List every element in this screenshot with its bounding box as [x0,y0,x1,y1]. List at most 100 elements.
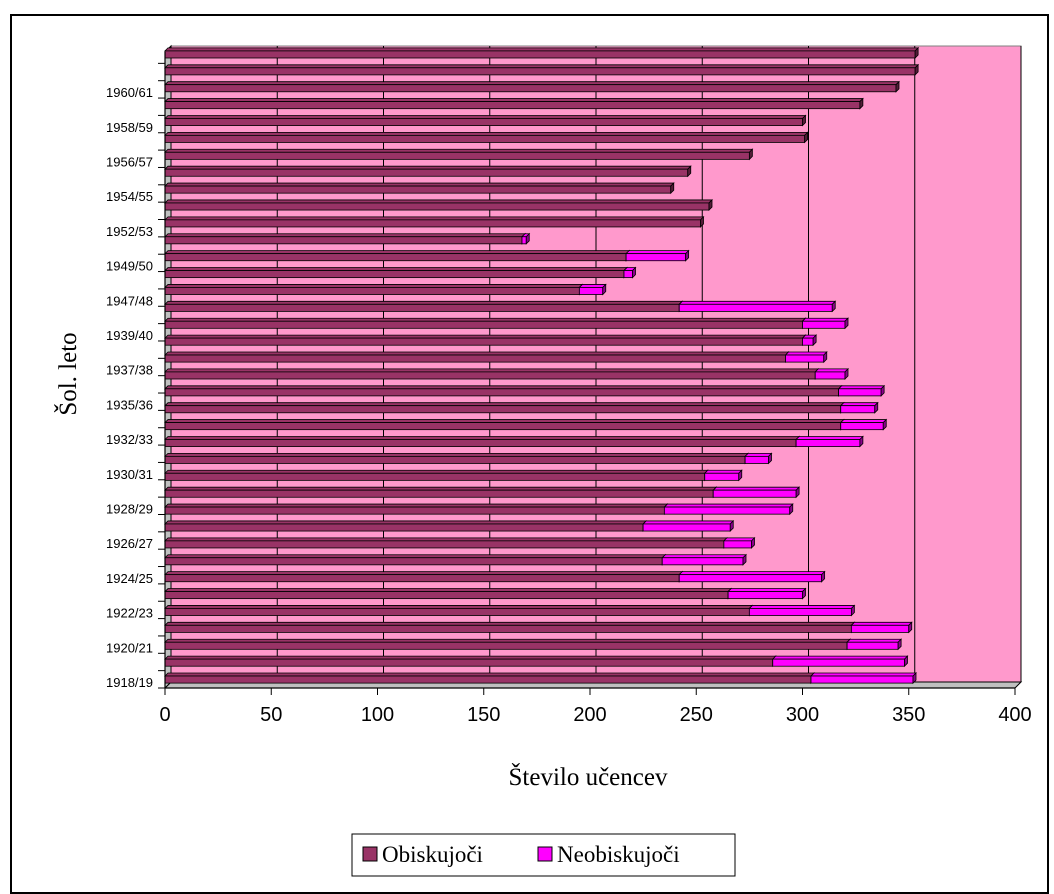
bar-obiskujoci-1923-24 [164,587,733,600]
bar-neobiskujoci-1947-48 [623,266,637,279]
bar-series [164,46,920,685]
bar-obiskujoci-1952-53 [164,198,713,212]
bar-neobiskujoci-1936-37 [814,367,849,380]
x-tick-label: 350 [892,704,925,726]
bar-obiskujoci-1929-30 [164,486,718,499]
x-axis-title: Število učencev [509,762,668,791]
bar-neobiskujoci-1932-33 [795,435,864,448]
bar-obiskujoci-1953-54 [164,182,675,195]
bar-obiskujoci-1932-33 [164,435,801,448]
bar-obiskujoci-1960-61 [164,63,920,76]
x-tick-label: 50 [260,704,282,726]
x-tick-label: 200 [573,704,606,726]
x-tick-label: 400 [998,704,1031,726]
bar-neobiskujoci-1928-29 [663,503,794,516]
legend-label-neobiskujoci: Neobiskujoči [557,842,680,867]
bar-obiskujoci-1934-35 [164,401,845,414]
bar-obiskujoci-1955-56 [164,148,754,161]
bar-obiskujoci-1935-36 [164,384,843,397]
bar-obiskujoci-1941-42 [164,283,584,296]
chart-frame: 1918/19 1920/21 1922/23 1924/25 1926/27 1928/… [10,14,1049,894]
legend-swatch-neobiskujoci [537,846,553,862]
y-tick-label: 1954/55 [106,189,153,204]
bar-obiskujoci-1938-39 [164,334,807,347]
x-tick-label: 250 [680,704,713,726]
bar-obiskujoci-1921-22 [164,621,856,634]
bar-obiskujoci-1918-19 [164,672,815,685]
bar-neobiskujoci-1934-35 [839,401,879,414]
bar-obiskujoci-1931-32 [164,452,750,465]
bar-obiskujoci-1939-40 [164,317,807,330]
bar-obiskujoci-1956-57 [164,131,809,144]
y-tick-label: 1958/59 [106,120,153,135]
bar-neobiskujoci-1933-34 [839,418,888,431]
bar-obiskujoci-1927-28 [164,519,648,533]
bar-neobiskujoci-1918-19 [810,672,917,685]
y-tick-label: 1926/27 [106,536,153,551]
bar-obiskujoci-1926-27 [164,536,728,549]
bar-obiskujoci-1936-37 [164,367,820,380]
y-tick-label: 1928/29 [106,501,153,516]
bar-obiskujoci-1940-41 [164,300,684,313]
x-tick-label: 300 [786,704,819,726]
bar-obiskujoci-1958-59 [164,97,864,110]
y-tick-label: 1960/61 [106,85,153,100]
bar-neobiskujoci-1927-28 [642,519,735,533]
y-tick-labels: 1918/19 1920/21 1922/23 1924/25 1926/27 1928/… [106,62,165,690]
bar-obiskujoci-1924-25 [164,570,684,583]
bar-neobiskujoci-1922-23 [748,604,856,617]
y-axis-title: Šol. leto [53,332,82,415]
bar-obiskujoci-1925-26 [164,553,667,566]
y-tick-label: 1937/38 [106,363,153,378]
bar-obiskujoci-1950-51 [164,215,705,228]
bar-neobiskujoci-1938-39 [801,334,818,347]
bar-obiskujoci-1949-50 [164,232,526,245]
y-tick-label: 1947/48 [106,293,153,308]
bar-obiskujoci-1961-62 [164,46,920,59]
x-tick-label: 100 [361,704,394,726]
y-tick-label: 1935/36 [106,397,153,412]
bar-obiskujoci-1919-20 [164,655,777,668]
bar-neobiskujoci-1949-50 [521,232,531,245]
y-tick-label: 1932/33 [106,432,153,447]
bar-neobiskujoci-1926-27 [722,536,756,549]
bar-neobiskujoci-1948-49 [625,249,690,262]
bar-obiskujoci-1922-23 [164,604,754,617]
bar-neobiskujoci-1925-26 [661,553,747,566]
y-tick-label: 1949/50 [106,259,153,274]
bar-obiskujoci-1928-29 [164,503,669,516]
bar-neobiskujoci-1937-38 [784,351,828,364]
y-tick-label: 1952/53 [106,224,153,239]
y-tick-label: 1956/57 [106,154,153,169]
y-tick-label: 1939/40 [106,328,153,343]
bar-neobiskujoci-1940-41 [678,300,837,313]
legend-swatch-obiskujoci [362,846,378,862]
x-tick-label: 150 [467,704,500,726]
bar-obiskujoci-1957-58 [164,114,807,127]
bar-obiskujoci-1937-38 [164,351,790,364]
bar-neobiskujoci-1939-40 [801,317,849,330]
bar-neobiskujoci-1930-31 [703,469,743,482]
bar-obiskujoci-1947-48 [164,266,628,279]
y-tick-label: 1930/31 [106,467,153,482]
y-tick-label: 1924/25 [106,571,153,586]
bar-obiskujoci-1920-21 [164,638,852,651]
legend-label-obiskujoci: Obiskujoči [382,842,483,867]
bar-obiskujoci-1930-31 [164,469,709,482]
bar-neobiskujoci-1929-30 [712,486,801,499]
bar-neobiskujoci-1941-42 [578,283,607,296]
bar-obiskujoci-1959-60 [164,80,900,93]
bar-obiskujoci-1933-34 [164,418,845,431]
bar-obiskujoci-1948-49 [164,249,631,262]
y-tick-label: 1920/21 [106,640,153,655]
bar-neobiskujoci-1923-24 [727,587,807,600]
bar-neobiskujoci-1920-21 [846,638,903,651]
bar-neobiskujoci-1931-32 [744,452,773,465]
legend: Obiskujoči Neobiskujoči [351,833,736,877]
x-tick-labels: 0 50 100 150 200 250 300 350 400 [159,688,1032,726]
bar-neobiskujoci-1919-20 [771,655,909,668]
bar-neobiskujoci-1935-36 [837,384,886,397]
y-tick-label: 1922/23 [106,606,153,621]
y-tick-label: 1918/19 [106,675,153,690]
x-tick-label: 0 [159,704,170,726]
